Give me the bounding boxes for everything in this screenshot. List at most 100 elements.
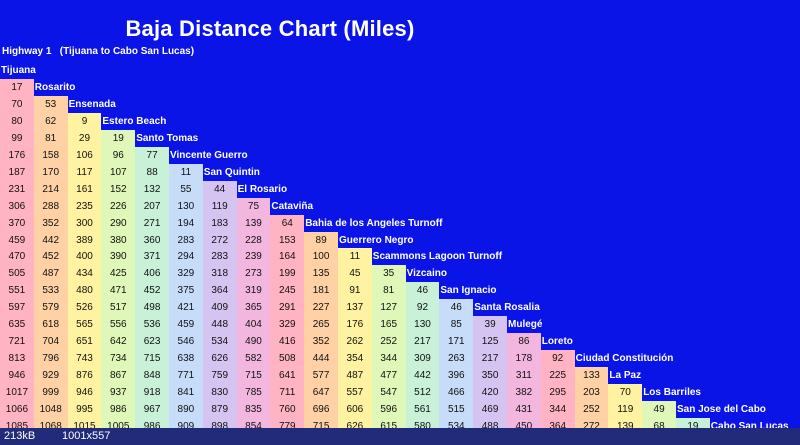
distance-cell: 641 bbox=[278, 370, 296, 382]
distance-cell: 890 bbox=[177, 404, 195, 415]
distance-cell: 85 bbox=[450, 319, 462, 331]
distance-cell: 273 bbox=[245, 268, 262, 280]
distance-cell: 452 bbox=[143, 285, 161, 297]
distance-cell: 508 bbox=[278, 353, 296, 365]
distance-cell: 404 bbox=[245, 319, 262, 331]
distance-cell: 409 bbox=[211, 302, 229, 314]
distance-cell: 178 bbox=[515, 353, 533, 365]
distance-cell: 62 bbox=[45, 115, 57, 127]
distance-cell: 642 bbox=[109, 336, 127, 348]
image-info-bar: 213kB 1001x557 bbox=[0, 428, 800, 445]
place-label: Guerrero Negro bbox=[339, 234, 414, 246]
distance-cell: 400 bbox=[76, 251, 93, 263]
distance-cell: 390 bbox=[109, 251, 127, 263]
distance-cell: 11 bbox=[349, 251, 361, 263]
distance-cell: 75 bbox=[247, 200, 260, 212]
column-band bbox=[608, 384, 643, 435]
distance-cell: 536 bbox=[143, 319, 161, 331]
distance-cell: 119 bbox=[617, 404, 634, 415]
distance-cell: 534 bbox=[447, 420, 465, 432]
distance-cell: 615 bbox=[380, 420, 398, 432]
place-label: Tijuana bbox=[1, 65, 36, 76]
distance-cell: 488 bbox=[481, 420, 499, 432]
distance-cell: 760 bbox=[278, 404, 296, 415]
distance-cell: 909 bbox=[177, 420, 195, 432]
distance-cell: 311 bbox=[515, 370, 532, 382]
distance-cell: 771 bbox=[177, 370, 195, 382]
distance-cell: 448 bbox=[211, 319, 229, 331]
distance-cell: 365 bbox=[245, 302, 262, 314]
distance-cell: 371 bbox=[143, 251, 161, 263]
distance-cell: 170 bbox=[42, 166, 60, 178]
distance-cell: 1068 bbox=[39, 420, 62, 432]
distance-cell: 187 bbox=[8, 166, 26, 178]
distance-cell: 813 bbox=[8, 353, 26, 365]
distance-cell: 262 bbox=[346, 336, 364, 348]
distance-cell: 80 bbox=[11, 115, 23, 127]
distance-cell: 360 bbox=[143, 234, 161, 246]
distance-cell: 290 bbox=[109, 217, 127, 229]
distance-cell: 100 bbox=[312, 251, 330, 263]
column-band bbox=[169, 163, 203, 435]
distance-cell: 517 bbox=[109, 302, 127, 314]
distance-cell: 99 bbox=[11, 132, 23, 144]
distance-cell: 272 bbox=[211, 234, 229, 246]
distance-cell: 635 bbox=[8, 319, 26, 331]
distance-cell: 92 bbox=[416, 302, 429, 314]
distance-cell: 300 bbox=[76, 217, 93, 229]
place-label: Cabo San Lucas bbox=[710, 420, 789, 432]
distance-cell: 696 bbox=[312, 404, 330, 415]
distance-cell: 309 bbox=[414, 353, 431, 365]
distance-cell: 92 bbox=[552, 353, 564, 365]
distance-cell: 715 bbox=[312, 420, 330, 432]
distance-cell: 68 bbox=[653, 420, 665, 432]
distance-cell: 1005 bbox=[107, 420, 130, 432]
distance-cell: 70 bbox=[11, 98, 23, 110]
distance-cell: 375 bbox=[177, 285, 195, 297]
distance-cell: 434 bbox=[76, 268, 93, 280]
distance-cell: 70 bbox=[619, 387, 631, 399]
distance-cell: 352 bbox=[312, 336, 330, 348]
column-band bbox=[371, 265, 406, 435]
distance-cell: 597 bbox=[8, 302, 26, 314]
distance-cell: 135 bbox=[312, 268, 330, 280]
distance-cell: 354 bbox=[346, 353, 364, 365]
distance-cell: 19 bbox=[687, 420, 699, 432]
distance-cell: 867 bbox=[109, 370, 127, 382]
distance-cell: 295 bbox=[549, 387, 567, 399]
image-dimensions: 1001x557 bbox=[62, 430, 111, 442]
distance-cell: 442 bbox=[42, 234, 60, 246]
distance-cell: 81 bbox=[45, 132, 57, 144]
distance-cell: 431 bbox=[515, 404, 533, 415]
distance-cell: 606 bbox=[346, 404, 364, 415]
distance-cell: 946 bbox=[8, 370, 26, 382]
place-label: San Jose del Cabo bbox=[677, 404, 766, 415]
distance-cell: 132 bbox=[143, 183, 161, 195]
distance-cell: 565 bbox=[76, 319, 93, 331]
distance-cell: 704 bbox=[42, 336, 60, 348]
distance-cell: 318 bbox=[211, 268, 229, 280]
column-band bbox=[67, 112, 102, 435]
distance-cell: 231 bbox=[8, 183, 26, 195]
distance-cell: 46 bbox=[450, 302, 462, 314]
distance-cell: 380 bbox=[109, 234, 127, 246]
place-label: Bahia de los Angeles Turnoff bbox=[305, 217, 443, 229]
distance-cell: 879 bbox=[211, 404, 229, 415]
distance-cell: 252 bbox=[380, 336, 398, 348]
distance-cell: 515 bbox=[447, 404, 465, 415]
distance-cell: 425 bbox=[109, 268, 127, 280]
distance-cell: 152 bbox=[109, 183, 127, 195]
column-band bbox=[202, 180, 237, 435]
distance-cell: 137 bbox=[346, 302, 364, 314]
distance-cell: 226 bbox=[109, 200, 127, 212]
place-label: Vizcaino bbox=[406, 268, 447, 280]
distance-cell: 848 bbox=[143, 370, 161, 382]
distance-cell: 999 bbox=[42, 387, 60, 399]
distance-cell: 580 bbox=[414, 420, 431, 432]
distance-cell: 547 bbox=[380, 387, 398, 399]
column-band bbox=[270, 214, 305, 435]
column-band bbox=[439, 299, 474, 435]
distance-cell: 929 bbox=[42, 370, 60, 382]
distance-cell: 382 bbox=[515, 387, 533, 399]
column-band bbox=[33, 95, 68, 435]
